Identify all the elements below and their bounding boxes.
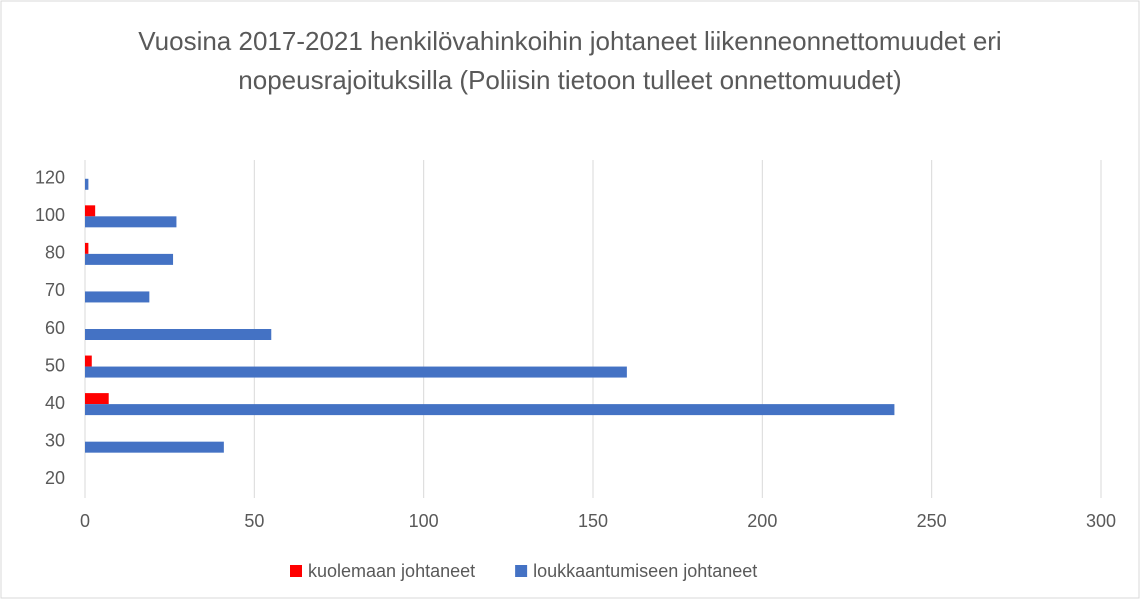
y-tick-label: 70 bbox=[45, 280, 65, 300]
bar bbox=[85, 366, 627, 378]
bar bbox=[85, 404, 895, 416]
bar bbox=[85, 393, 109, 405]
chart-title: Vuosina 2017-2021 henkilövahinkoihin joh… bbox=[138, 26, 1002, 95]
bar bbox=[85, 355, 92, 367]
bar bbox=[85, 216, 177, 228]
y-tick-label: 100 bbox=[35, 205, 65, 225]
legend-swatch bbox=[290, 565, 302, 577]
bar bbox=[85, 178, 89, 190]
x-tick-label: 0 bbox=[80, 511, 90, 531]
legend-label: loukkaantumiseen johtaneet bbox=[533, 561, 757, 581]
x-tick-label: 100 bbox=[409, 511, 439, 531]
y-tick-label: 50 bbox=[45, 355, 65, 375]
bar bbox=[85, 205, 96, 217]
y-tick-label: 20 bbox=[45, 468, 65, 488]
bar bbox=[85, 441, 224, 453]
bar bbox=[85, 291, 150, 303]
x-tick-label: 300 bbox=[1086, 511, 1116, 531]
legend-swatch bbox=[515, 565, 528, 577]
x-tick-label: 50 bbox=[244, 511, 264, 531]
y-tick-label: 40 bbox=[45, 393, 65, 413]
bar bbox=[85, 253, 174, 265]
x-tick-label: 150 bbox=[578, 511, 608, 531]
y-tick-label: 60 bbox=[45, 318, 65, 338]
y-tick-label: 120 bbox=[35, 168, 65, 188]
bar bbox=[85, 242, 89, 254]
bar bbox=[85, 329, 272, 340]
x-tick-label: 250 bbox=[917, 511, 947, 531]
legend-label: kuolemaan johtaneet bbox=[308, 561, 475, 581]
y-tick-label: 30 bbox=[45, 430, 65, 450]
y-tick-label: 80 bbox=[45, 243, 65, 263]
x-tick-label: 200 bbox=[747, 511, 777, 531]
